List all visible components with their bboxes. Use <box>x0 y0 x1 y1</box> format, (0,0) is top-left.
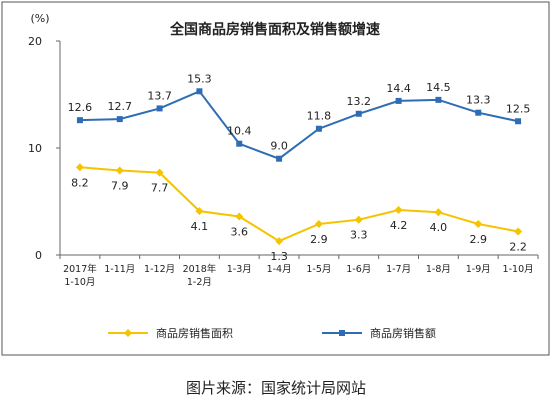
data-label: 9.0 <box>270 140 288 153</box>
line-chart: 全国商品房销售面积及销售额增速 (%) 0 10 20 2017年 1-10月 1-11月… <box>1 1 550 356</box>
data-label: 4.2 <box>390 219 408 232</box>
image-caption: 图片来源：国家统计局网站 <box>185 379 366 397</box>
data-point <box>155 168 164 177</box>
data-label: 7.7 <box>151 182 169 195</box>
data-point <box>394 206 403 215</box>
data-point <box>355 110 362 117</box>
data-label: 3.6 <box>231 225 249 238</box>
data-point <box>475 109 482 116</box>
x-tick-label: 1-11月 <box>104 264 135 275</box>
data-label: 8.2 <box>71 176 89 189</box>
data-point <box>75 163 84 172</box>
data-label: 13.7 <box>147 89 172 102</box>
x-tick-label: 1-8月 <box>426 264 451 275</box>
data-point <box>236 140 243 147</box>
data-label: 4.1 <box>191 220 209 233</box>
data-point <box>235 212 244 221</box>
series-line <box>79 90 519 160</box>
data-point <box>195 207 204 216</box>
data-label: 1.3 <box>270 250 288 263</box>
data-label: 14.5 <box>426 81 451 94</box>
data-point <box>315 125 322 132</box>
data-label: 13.3 <box>466 94 491 107</box>
data-point <box>435 96 442 103</box>
y-tick-label: 0 <box>35 249 42 262</box>
legend: 商品房销售面积 商品房销售额 <box>108 326 436 340</box>
data-point <box>474 219 483 228</box>
chart-frame <box>1 1 550 356</box>
plot-area: 0 10 20 2017年 1-10月 1-11月 1-12月 2018年 1-2月 1-3月 1-… <box>28 35 539 288</box>
data-point <box>354 215 363 224</box>
series-line <box>79 166 519 243</box>
x-tick-label: 1-3月 <box>227 264 252 275</box>
data-point <box>115 166 124 175</box>
series-sales-value: 12.6 12.7 13.7 15.3 10.4 9.0 11.8 13.2 14.4 14.5 1… <box>68 72 531 162</box>
data-point <box>124 329 132 337</box>
data-label: 12.5 <box>506 102 531 115</box>
data-point <box>116 116 123 123</box>
x-tick-label: 1-5月 <box>306 264 331 275</box>
data-label: 12.7 <box>108 100 133 113</box>
data-point <box>395 97 402 104</box>
x-tick-label: 2018年 1-2月 <box>183 263 217 288</box>
x-tick-label: 1-12月 <box>144 264 175 275</box>
data-label: 4.0 <box>430 221 448 234</box>
data-point <box>156 105 163 112</box>
data-point <box>275 237 284 246</box>
data-label: 7.9 <box>111 179 129 192</box>
x-tick-label: 1-10月 <box>503 264 534 275</box>
x-tick-label: 2017年 1-10月 <box>63 263 97 288</box>
data-label: 11.8 <box>307 110 332 123</box>
series-sales-area: 8.2 7.9 7.7 4.1 3.6 1.3 2.9 3.3 4.2 4.0 2.9 2.2 <box>71 163 527 263</box>
data-point <box>339 330 345 336</box>
x-tick-label: 1-9月 <box>466 264 491 275</box>
data-label: 14.4 <box>386 82 411 95</box>
data-label: 13.2 <box>347 95 372 108</box>
legend-label: 商品房销售面积 <box>156 326 233 340</box>
data-label: 2.2 <box>509 240 527 253</box>
data-point <box>514 227 523 236</box>
y-tick-label: 20 <box>28 35 42 48</box>
y-tick-label: 10 <box>28 142 42 155</box>
legend-label: 商品房销售额 <box>370 326 436 340</box>
data-point <box>314 219 323 228</box>
y-axis-unit: (%) <box>30 12 49 25</box>
data-point <box>76 117 83 124</box>
chart-title: 全国商品房销售面积及销售额增速 <box>169 21 380 38</box>
data-point <box>196 88 203 95</box>
data-label: 12.6 <box>68 101 93 114</box>
data-label: 3.3 <box>350 229 368 242</box>
data-label: 15.3 <box>187 72 212 85</box>
data-label: 2.9 <box>310 233 328 246</box>
x-tick-label: 1-4月 <box>267 264 292 275</box>
data-point <box>434 208 443 217</box>
data-label: 2.9 <box>470 233 488 246</box>
x-tick-label: 1-6月 <box>346 264 371 275</box>
data-point <box>276 155 283 162</box>
x-tick-label: 1-7月 <box>386 264 411 275</box>
data-point <box>515 118 522 125</box>
data-label: 10.4 <box>227 125 252 138</box>
